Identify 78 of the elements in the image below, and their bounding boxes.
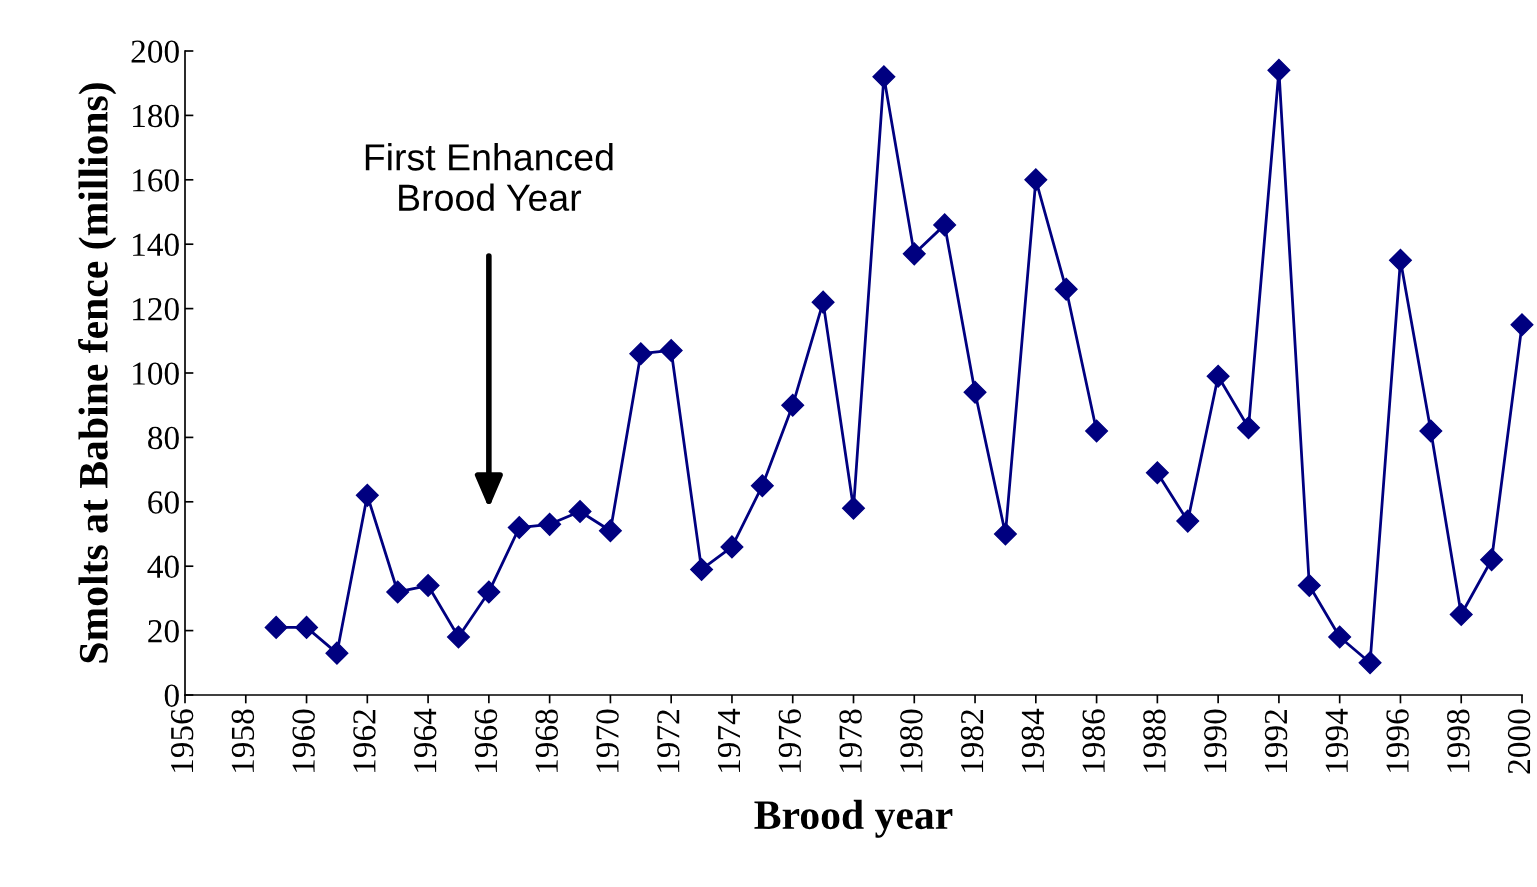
point [264,615,288,639]
point [1176,509,1200,533]
x-tick-label: 1992 [1264,710,1288,772]
x-tick-label: 1994 [1325,708,1349,772]
point [963,380,987,404]
x-tick-label: 1990 [1203,709,1227,772]
y-tick-label: 0 [164,684,179,707]
point [1145,461,1169,485]
point [1054,277,1078,301]
x-tick-label: 1968 [535,709,558,772]
point [1024,168,1048,192]
y-tick-label: 60 [148,491,179,514]
point [1297,574,1321,598]
x-tick-label: 1974 [717,708,741,772]
y-tick-label: 180 [133,104,179,128]
point [1358,651,1382,675]
point [295,615,319,639]
y-tick-label: 100 [133,362,179,385]
point [811,290,835,314]
x-tick-label: 1980 [900,709,923,772]
x-tick-label: 1978 [839,709,862,772]
point [1206,364,1230,388]
x-tick-label: 1970 [596,709,619,772]
point [1510,313,1534,337]
point [1480,548,1504,572]
x-tick-label: 1964 [414,708,437,772]
point [933,213,957,237]
point [355,483,379,507]
x-tick-label: 1998 [1447,709,1470,772]
x-tick-label: 1996 [1386,709,1409,772]
point [1237,416,1261,440]
x-tick-label: 1958 [231,709,255,772]
y-tick-label: 140 [133,233,179,257]
point [568,499,592,523]
point [1267,58,1291,82]
point [507,516,531,540]
x-tick-label: 1960 [292,709,315,772]
point [416,574,440,598]
point [720,535,744,559]
point [538,512,562,536]
point [477,580,501,604]
point [993,522,1017,546]
point [872,65,896,89]
x-tick-label: 1966 [474,709,498,772]
point [659,338,683,362]
point [781,393,805,417]
y-tick-label: 80 [148,426,179,450]
point [842,496,865,520]
y-tick-label: 40 [147,555,179,579]
x-tick-label: 1972 [657,710,680,772]
point [325,641,349,665]
x-tick-label: 1984 [1021,708,1045,772]
point [1388,248,1412,272]
point [1449,603,1473,626]
x-tick-label: 2000 [1507,709,1531,774]
point [750,474,774,498]
y-tick-label: 200 [131,40,179,63]
x-axis-title: Brood year [754,799,953,838]
x-tick-label: 1982 [960,710,984,772]
annotation: First Enhanced Brood Year [365,143,613,212]
point [1419,419,1443,443]
point [446,625,470,649]
y-tick-label: 120 [133,298,179,321]
point [690,557,714,581]
y-tick-label: 20 [148,620,179,643]
x-tick-label: 1988 [1143,709,1166,772]
x-tick-label: 1976 [778,709,802,772]
y-axis-title: Smolts at Babine fence (millions) [78,83,117,663]
point [629,342,653,366]
point [386,580,410,604]
point [1328,625,1352,649]
y-tick-label: 160 [133,169,179,192]
point [598,519,622,543]
point [1085,419,1109,443]
point [902,242,926,266]
x-tick-label: 1962 [353,710,376,772]
x-tick-label: 1956 [170,709,194,772]
x-tick-label: 1986 [1082,709,1105,772]
